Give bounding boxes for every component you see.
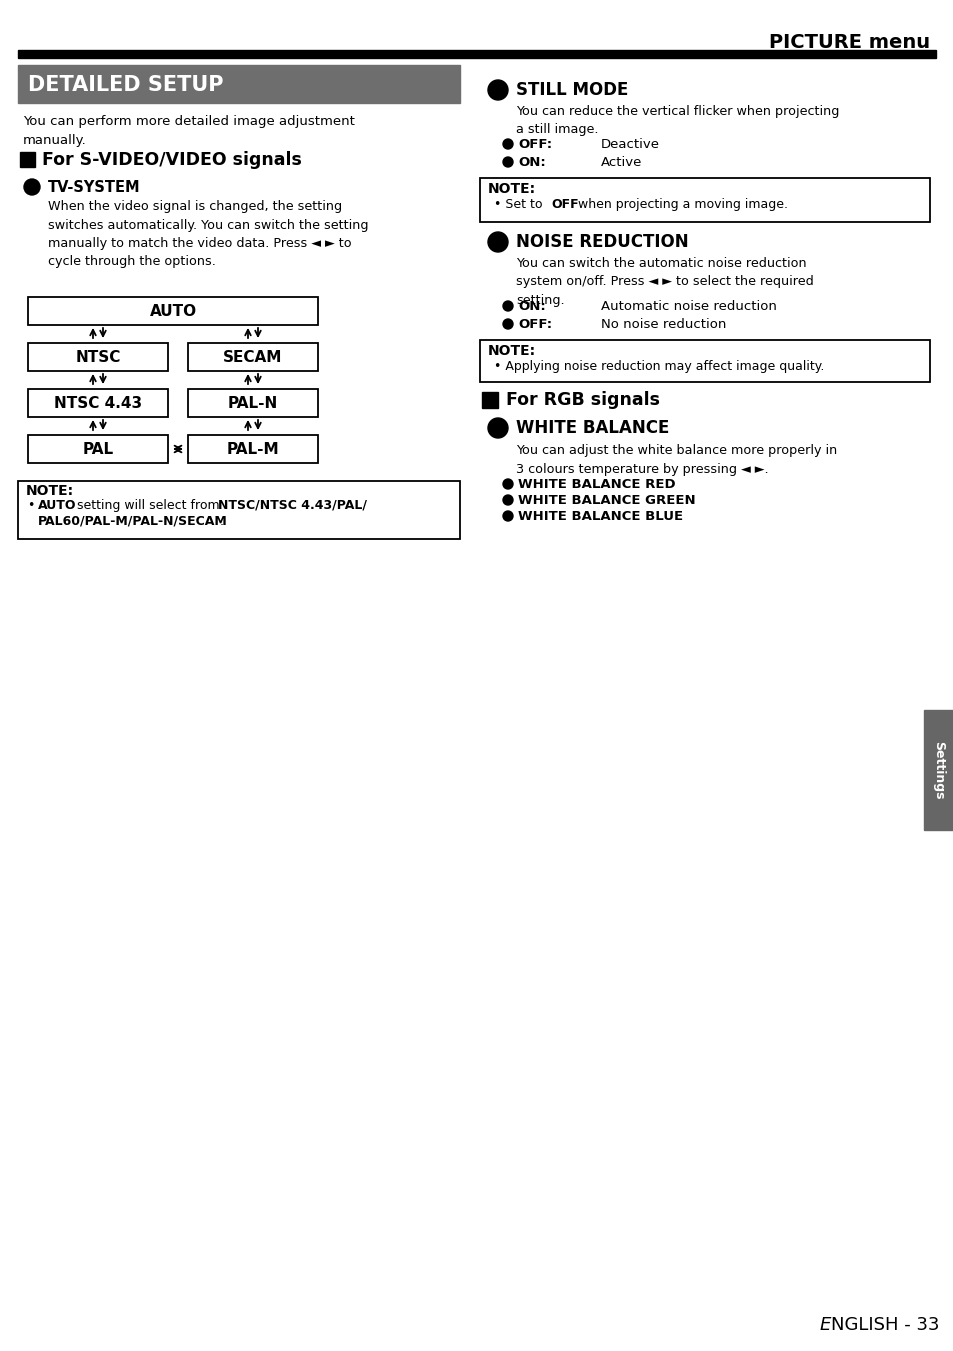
Text: E: E [820,1316,830,1333]
Circle shape [488,80,507,100]
Text: AUTO: AUTO [150,304,196,319]
Text: STILL MODE: STILL MODE [516,81,628,99]
Text: No noise reduction: No noise reduction [600,317,725,331]
Text: WHITE BALANCE RED: WHITE BALANCE RED [517,477,675,490]
Circle shape [502,319,513,330]
Circle shape [488,232,507,253]
Text: Automatic noise reduction: Automatic noise reduction [600,300,776,312]
Text: PAL-M: PAL-M [227,442,279,457]
Circle shape [502,494,513,505]
Bar [188,389,317,417]
Bar [481,392,497,408]
Bar [188,435,317,463]
Text: NOTE:: NOTE: [26,484,74,499]
Text: ON:: ON: [517,155,545,169]
Circle shape [502,139,513,149]
Text: setting will select from: setting will select from [73,499,223,512]
Text: NOTE:: NOTE: [488,182,536,196]
Circle shape [502,157,513,168]
Text: Deactive: Deactive [600,138,659,150]
Bar [18,50,935,58]
Circle shape [502,511,513,521]
Text: NGLISH - 33: NGLISH - 33 [830,1316,939,1333]
Text: SECAM: SECAM [223,350,282,365]
Text: DETAILED SETUP: DETAILED SETUP [28,76,223,95]
Text: WHITE BALANCE BLUE: WHITE BALANCE BLUE [517,509,682,523]
Text: OFF:: OFF: [517,317,552,331]
Bar [20,153,35,168]
Text: PICTURE menu: PICTURE menu [768,32,929,51]
Text: NTSC/NTSC 4.43/PAL/: NTSC/NTSC 4.43/PAL/ [218,499,367,512]
Bar [28,297,317,326]
Text: For S-VIDEO/VIDEO signals: For S-VIDEO/VIDEO signals [42,151,301,169]
Text: You can reduce the vertical flicker when projecting
a still image.: You can reduce the vertical flicker when… [516,105,839,136]
Circle shape [502,301,513,311]
Bar [28,389,168,417]
Text: PAL-N: PAL-N [228,396,278,411]
Text: when projecting a moving image.: when projecting a moving image. [574,199,787,211]
Bar [188,343,317,372]
Text: NOISE REDUCTION: NOISE REDUCTION [516,232,688,251]
Bar [18,65,459,103]
Text: You can perform more detailed image adjustment
manually.: You can perform more detailed image adju… [23,115,355,147]
Text: •: • [28,499,39,512]
Bar [28,435,168,463]
Bar [923,711,953,830]
Text: .: . [220,515,224,528]
Bar [18,481,459,539]
Text: NTSC 4.43: NTSC 4.43 [54,396,142,411]
Text: Active: Active [600,155,641,169]
Text: TV-SYSTEM: TV-SYSTEM [48,180,140,195]
Bar [479,340,929,382]
Bar [28,343,168,372]
Text: For RGB signals: For RGB signals [505,390,659,409]
Text: You can adjust the white balance more properly in
3 colours temperature by press: You can adjust the white balance more pr… [516,444,837,476]
Text: OFF: OFF [551,199,578,211]
Bar [479,178,929,222]
Text: WHITE BALANCE GREEN: WHITE BALANCE GREEN [517,493,695,507]
Text: ON:: ON: [517,300,545,312]
Text: PAL: PAL [82,442,113,457]
Text: Settings: Settings [931,740,944,800]
Text: WHITE BALANCE: WHITE BALANCE [516,419,669,436]
Text: You can switch the automatic noise reduction
system on/off. Press ◄ ► to select : You can switch the automatic noise reduc… [516,257,813,307]
Text: AUTO: AUTO [38,499,76,512]
Circle shape [488,417,507,438]
Text: NOTE:: NOTE: [488,345,536,358]
Text: NTSC: NTSC [75,350,121,365]
Text: • Set to: • Set to [494,199,546,211]
Circle shape [24,178,40,195]
Text: When the video signal is changed, the setting
switches automatically. You can sw: When the video signal is changed, the se… [48,200,368,269]
Circle shape [502,480,513,489]
Text: OFF:: OFF: [517,138,552,150]
Text: • Applying noise reduction may affect image quality.: • Applying noise reduction may affect im… [494,359,823,373]
Text: PAL60/PAL-M/PAL-N/SECAM: PAL60/PAL-M/PAL-N/SECAM [38,515,228,528]
